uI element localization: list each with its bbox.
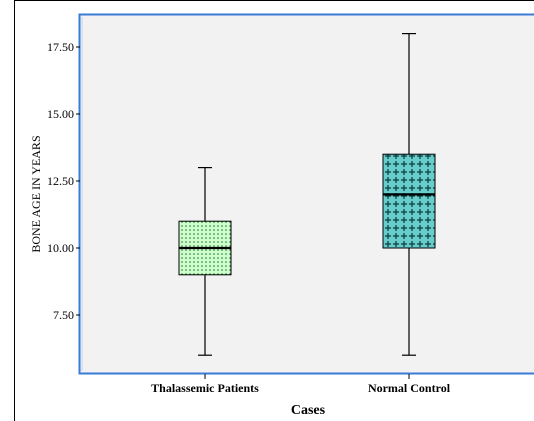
box-group: [382, 32, 436, 356]
y-tick-label: 12.50: [47, 174, 74, 188]
x-category-label: Thalassemic Patients: [151, 381, 259, 395]
y-tick-label: 7.50: [53, 308, 74, 322]
y-tick-label: 15.00: [47, 107, 74, 121]
x-category-label: Normal Control: [368, 381, 451, 395]
box-group: [178, 167, 232, 356]
plot-frame: [78, 13, 534, 375]
x-axis-title: Cases: [291, 403, 326, 418]
y-tick-label: 17.50: [47, 40, 74, 54]
x-axis-category-labels: Thalassemic Patients Normal Control: [151, 374, 451, 395]
interquartile-box: [382, 153, 436, 249]
y-tick-label: 10.00: [47, 241, 74, 255]
y-axis-title: BONE AGE IN YEARS: [29, 135, 43, 252]
plot-area: [80, 15, 534, 373]
boxes-layer: [178, 32, 436, 356]
y-axis-ticks: 7.50 10.00 12.50 15.00 17.50: [47, 40, 80, 322]
